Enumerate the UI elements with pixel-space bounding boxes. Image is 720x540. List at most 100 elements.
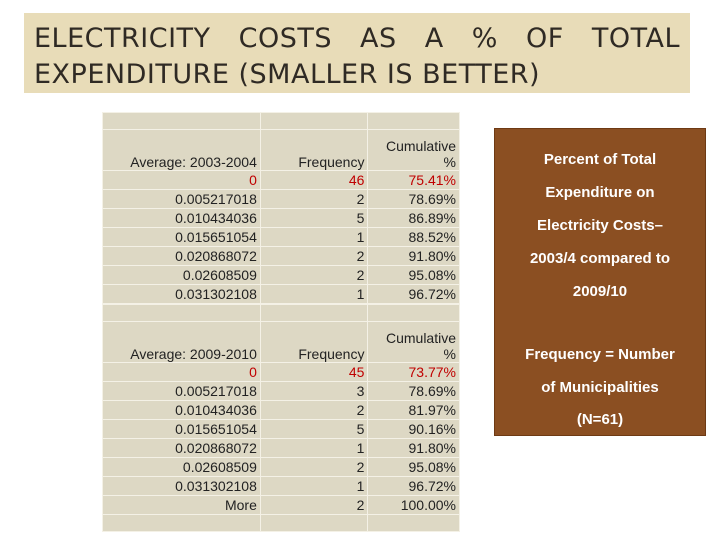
frequency-cell: 45 xyxy=(259,362,369,382)
table-spacer-row xyxy=(102,514,460,532)
spacer-cell xyxy=(102,112,261,130)
table-row: 0 45 73.77% xyxy=(102,362,460,382)
cumulative-cell: 95.08% xyxy=(367,457,460,477)
bin-cell: 0.015651054 xyxy=(102,227,261,247)
table-row: 0.005217018 3 78.69% xyxy=(102,381,460,401)
bin-cell: 0.005217018 xyxy=(102,381,261,401)
period-label: Average: 2009-2010 xyxy=(102,321,261,363)
bin-cell: 0.005217018 xyxy=(102,189,261,209)
table-spacer-row xyxy=(102,304,460,322)
cumulative-cell: 78.69% xyxy=(367,189,460,209)
title-word: ELECTRICITY xyxy=(34,23,211,54)
table-header-row: Average: 2003-2004 Frequency Cumulative% xyxy=(102,129,460,171)
cumulative-cell: 88.52% xyxy=(367,227,460,247)
table-body: Average: 2009-2010 Frequency Cumulative% 0 4… xyxy=(102,304,460,532)
table-header-row: Average: 2009-2010 Frequency Cumulative% xyxy=(102,321,460,363)
bin-cell: 0.015651054 xyxy=(102,419,261,439)
cumulative-header-line: % xyxy=(443,346,456,362)
title-word: A xyxy=(424,23,444,54)
frequency-cell: 1 xyxy=(259,284,369,304)
cumulative-cell: 90.16% xyxy=(367,419,460,439)
cumulative-cell: 73.77% xyxy=(367,362,460,382)
cumulative-header-line: % xyxy=(443,154,456,170)
table-row: 0.031302108 1 96.72% xyxy=(102,284,460,304)
panel-line: 2003/4 compared to xyxy=(529,250,671,267)
frequency-cell: 3 xyxy=(259,381,369,401)
frequency-cell: 2 xyxy=(259,189,369,209)
table-row: 0.020868072 2 91.80% xyxy=(102,246,460,266)
frequency-cell: 2 xyxy=(259,495,369,515)
slide-title: ELECTRICITY COSTS AS A % OF TOTAL EXPEND… xyxy=(24,13,690,93)
bin-cell: 0.020868072 xyxy=(102,438,261,458)
bin-cell: 0.02608509 xyxy=(102,457,261,477)
info-panel: Percent of Total Expenditure on Electric… xyxy=(494,128,706,436)
bin-cell: 0.031302108 xyxy=(102,476,261,496)
panel-line: 2009/10 xyxy=(572,283,628,300)
frequency-cell: 2 xyxy=(259,246,369,266)
spacer-cell xyxy=(102,304,261,322)
table-row: 0.015651054 1 88.52% xyxy=(102,227,460,247)
frequency-cell: 2 xyxy=(259,457,369,477)
spacer-cell xyxy=(102,514,261,532)
frequency-cell: 2 xyxy=(259,265,369,285)
cumulative-header-line: Cumulative xyxy=(385,138,456,154)
bin-cell: 0.010434036 xyxy=(102,208,261,228)
table-spacer-row xyxy=(102,112,460,130)
panel-line: of Municipalities xyxy=(541,379,659,396)
title-word: AS xyxy=(360,23,397,54)
cumulative-header-line: Cumulative xyxy=(385,330,456,346)
spacer-cell xyxy=(259,304,369,322)
panel-line: Expenditure on xyxy=(545,184,655,201)
frequency-cell: 1 xyxy=(259,227,369,247)
bin-cell: 0 xyxy=(102,170,261,190)
frequency-cell: 5 xyxy=(259,208,369,228)
bin-cell: 0.02608509 xyxy=(102,265,261,285)
cumulative-cell: 95.08% xyxy=(367,265,460,285)
table-row: 0.031302108 1 96.72% xyxy=(102,476,460,496)
spacer-cell xyxy=(367,304,460,322)
cumulative-cell: 91.80% xyxy=(367,246,460,266)
bin-cell: 0.020868072 xyxy=(102,246,261,266)
frequency-cell: 1 xyxy=(259,476,369,496)
title-line-2: EXPENDITURE (SMALLER IS BETTER) xyxy=(34,59,541,90)
panel-line: Electricity Costs– xyxy=(537,217,663,234)
frequency-cell: 46 xyxy=(259,170,369,190)
frequency-cell: 2 xyxy=(259,400,369,420)
cumulative-cell: 86.89% xyxy=(367,208,460,228)
cumulative-cell: 78.69% xyxy=(367,381,460,401)
table-row: 0.02608509 2 95.08% xyxy=(102,457,460,477)
frequency-table-2009-2010: Average: 2009-2010 Frequency Cumulative% 0 4… xyxy=(102,304,460,532)
bin-cell: 0.010434036 xyxy=(102,400,261,420)
panel-line: (N=61) xyxy=(576,411,624,428)
panel-line: Frequency = Number xyxy=(525,346,675,363)
table-row: 0.020868072 1 91.80% xyxy=(102,438,460,458)
title-word: TOTAL xyxy=(591,23,680,54)
spacer-cell xyxy=(367,112,460,130)
cumulative-header: Cumulative% xyxy=(367,129,460,171)
bin-cell: 0 xyxy=(102,362,261,382)
title-word: COSTS xyxy=(238,23,332,54)
cumulative-cell: 100.00% xyxy=(367,495,460,515)
table-row: 0.02608509 2 95.08% xyxy=(102,265,460,285)
cumulative-cell: 75.41% xyxy=(367,170,460,190)
table-row: 0 46 75.41% xyxy=(102,170,460,190)
cumulative-header: Cumulative% xyxy=(367,321,460,363)
table-row: 0.010434036 5 86.89% xyxy=(102,208,460,228)
period-label: Average: 2003-2004 xyxy=(102,129,261,171)
bin-cell: 0.031302108 xyxy=(102,284,261,304)
cumulative-cell: 96.72% xyxy=(367,476,460,496)
spacer-cell xyxy=(367,514,460,532)
bin-cell: More xyxy=(102,495,261,515)
frequency-header: Frequency xyxy=(259,321,369,363)
title-word: OF xyxy=(525,23,564,54)
title-line-1: ELECTRICITY COSTS AS A % OF TOTAL xyxy=(34,21,680,57)
spacer-cell xyxy=(259,112,369,130)
title-word: % xyxy=(471,23,498,54)
cumulative-cell: 96.72% xyxy=(367,284,460,304)
frequency-cell: 5 xyxy=(259,419,369,439)
cumulative-cell: 81.97% xyxy=(367,400,460,420)
frequency-cell: 1 xyxy=(259,438,369,458)
spacer-cell xyxy=(259,514,369,532)
table-row: 0.015651054 5 90.16% xyxy=(102,419,460,439)
